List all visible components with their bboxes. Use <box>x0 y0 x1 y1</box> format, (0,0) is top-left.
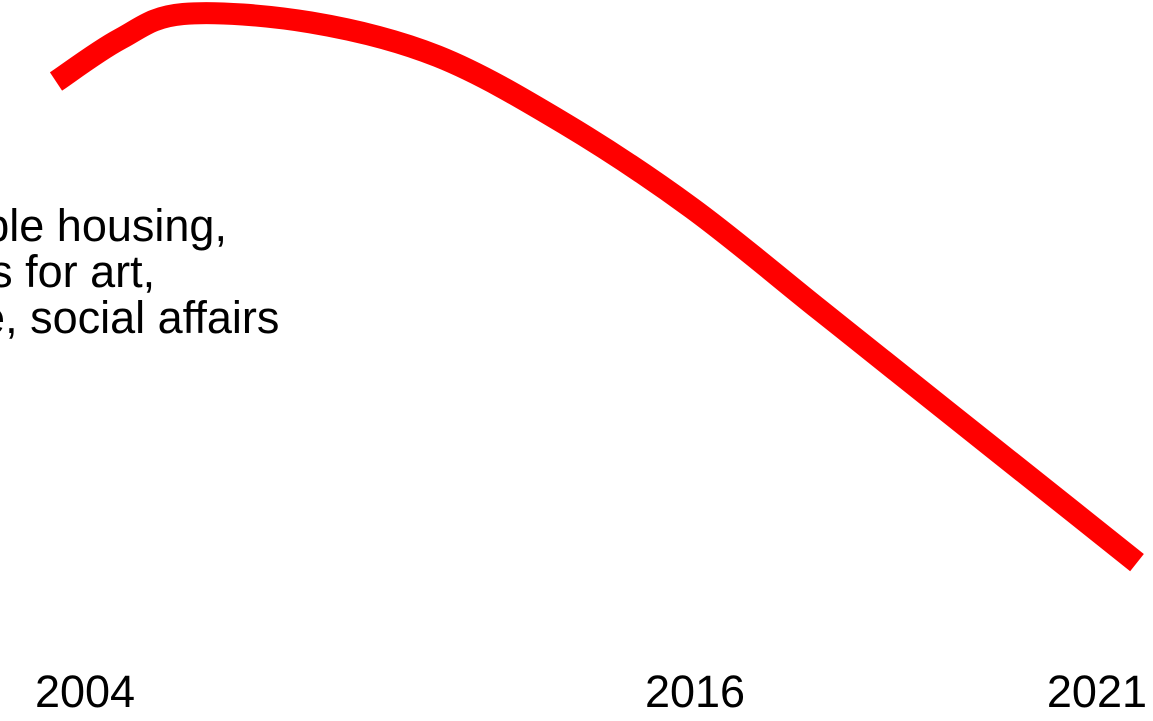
x-tick-label-2004: 2004 <box>35 666 135 717</box>
x-tick-label-2021: 2021 <box>1047 666 1147 717</box>
annotation-line-2: spaces for art, <box>0 246 156 297</box>
annotation-line-3: culture, social affairs <box>0 292 280 343</box>
series-line <box>49 2 1144 572</box>
x-tick-label-2016: 2016 <box>645 666 745 717</box>
chart-annotation: ffordable housing, spaces for art, cultu… <box>0 203 279 341</box>
annotation-line-1: ffordable housing, <box>0 200 227 251</box>
